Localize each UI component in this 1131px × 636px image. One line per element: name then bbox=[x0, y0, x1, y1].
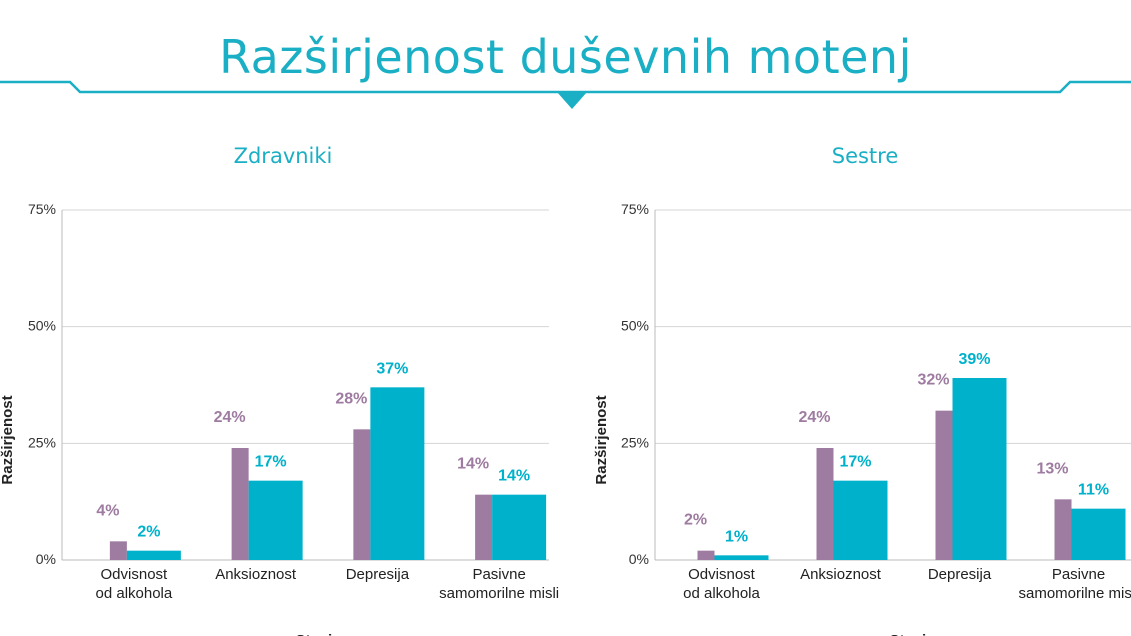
data-label-series-1: 4% bbox=[96, 502, 119, 519]
bar-series-1 bbox=[475, 494, 493, 560]
data-label-series-1: 28% bbox=[335, 390, 367, 407]
data-label-series-1: 24% bbox=[798, 409, 830, 426]
chart-sestre: Sestre 0% 25% 50% 75% Razširjenost 2% 1% Odvisno… bbox=[593, 144, 1131, 636]
bar-series-1 bbox=[353, 429, 371, 560]
data-label-series-2: 1% bbox=[725, 528, 748, 545]
bar-series-1 bbox=[935, 410, 953, 560]
y-tick-label: 0% bbox=[36, 551, 56, 567]
y-tick-label: 50% bbox=[28, 318, 56, 334]
x-tick-label: Odvisnost bbox=[101, 566, 169, 583]
y-axis-label: Razširjenost bbox=[0, 395, 16, 484]
x-tick-label: samomorilne misli bbox=[439, 585, 559, 602]
x-tick-label: Depresija bbox=[346, 566, 410, 583]
data-label-series-1: 14% bbox=[457, 456, 489, 473]
x-tick-label: Anksioznost bbox=[215, 566, 297, 583]
x-axis-label: Stanje bbox=[295, 632, 340, 636]
x-tick-label: Depresija bbox=[928, 566, 992, 583]
title-divider bbox=[0, 80, 1131, 109]
data-label-series-2: 14% bbox=[498, 468, 530, 485]
bar-series-2 bbox=[952, 378, 1007, 560]
x-tick-label: od alkohola bbox=[96, 585, 173, 602]
bar-series-1 bbox=[697, 550, 715, 560]
bar-series-2 bbox=[370, 387, 425, 560]
bar-series-2 bbox=[248, 480, 303, 560]
y-tick-label: 50% bbox=[621, 318, 649, 334]
chart-zdravniki: Zdravniki 0% 25% 50% 75% Razširjenost 4% 2% Odvi… bbox=[0, 144, 559, 636]
bar-series-1 bbox=[816, 448, 834, 560]
bar-series-1 bbox=[1054, 499, 1072, 560]
bar-series-1 bbox=[231, 448, 249, 560]
data-label-series-2: 2% bbox=[137, 524, 160, 541]
x-tick-label: samomorilne misli bbox=[1018, 585, 1131, 602]
y-tick-label: 0% bbox=[629, 551, 649, 567]
y-tick-label: 75% bbox=[621, 201, 649, 217]
bar-series-2 bbox=[714, 555, 769, 560]
data-label-series-2: 11% bbox=[1078, 482, 1109, 499]
data-label-series-1: 2% bbox=[684, 512, 707, 529]
x-tick-label: Pasivne bbox=[1052, 566, 1105, 583]
y-axis-label: Razširjenost bbox=[593, 395, 610, 484]
chart-title: Zdravniki bbox=[234, 144, 333, 168]
data-label-series-1: 32% bbox=[917, 372, 949, 389]
title-pointer-icon bbox=[557, 92, 587, 109]
x-tick-label: Pasivne bbox=[472, 566, 525, 583]
page-title: Razširjenost duševnih motenj bbox=[219, 30, 912, 84]
y-tick-label: 25% bbox=[621, 434, 649, 450]
x-axis-label: Stanje bbox=[889, 632, 934, 636]
data-label-series-1: 24% bbox=[214, 409, 246, 426]
bar-series-2 bbox=[833, 480, 888, 560]
data-label-series-2: 37% bbox=[376, 360, 408, 377]
x-tick-label: Odvisnost bbox=[688, 566, 756, 583]
bar-series-2 bbox=[492, 494, 547, 560]
bar-series-1 bbox=[109, 541, 127, 560]
y-tick-label: 75% bbox=[28, 201, 56, 217]
chart-title: Sestre bbox=[832, 144, 899, 168]
bar-series-2 bbox=[126, 550, 181, 560]
data-label-series-2: 17% bbox=[255, 454, 287, 471]
data-label-series-2: 17% bbox=[839, 454, 871, 471]
y-tick-label: 25% bbox=[28, 434, 56, 450]
data-label-series-1: 13% bbox=[1036, 460, 1068, 477]
x-tick-label: Anksioznost bbox=[800, 566, 882, 583]
bar-series-2 bbox=[1071, 508, 1126, 560]
x-tick-label: od alkohola bbox=[683, 585, 760, 602]
data-label-series-2: 39% bbox=[958, 351, 990, 368]
